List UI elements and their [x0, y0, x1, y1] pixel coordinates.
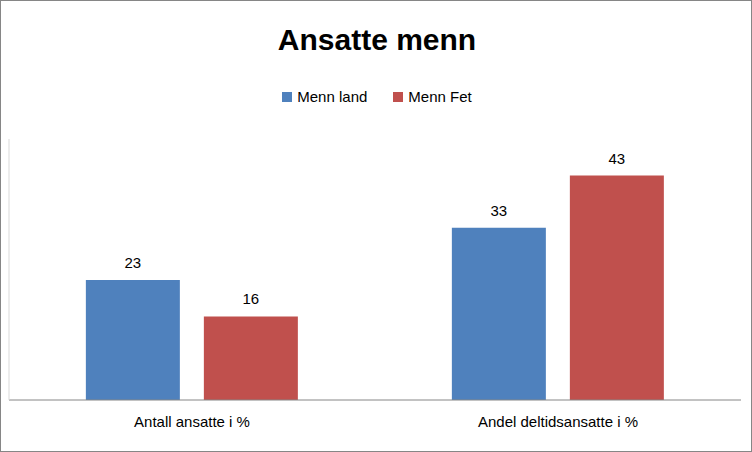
html-text:Menn Fet: Menn Fet — [408, 88, 472, 105]
html-text:Menn land: Menn land — [297, 88, 368, 105]
svg-text:23: 23 — [125, 254, 142, 271]
svg-text:16: 16 — [243, 290, 260, 307]
svg-text:33: 33 — [491, 202, 508, 219]
svg-text:43: 43 — [609, 150, 626, 167]
svg-text:Andel deltidsansatte i %: Andel deltidsansatte i % — [478, 413, 638, 430]
html-text:Ansatte menn: Ansatte menn — [277, 23, 477, 56]
svg-text:Antall ansatte i %: Antall ansatte i % — [134, 413, 250, 430]
